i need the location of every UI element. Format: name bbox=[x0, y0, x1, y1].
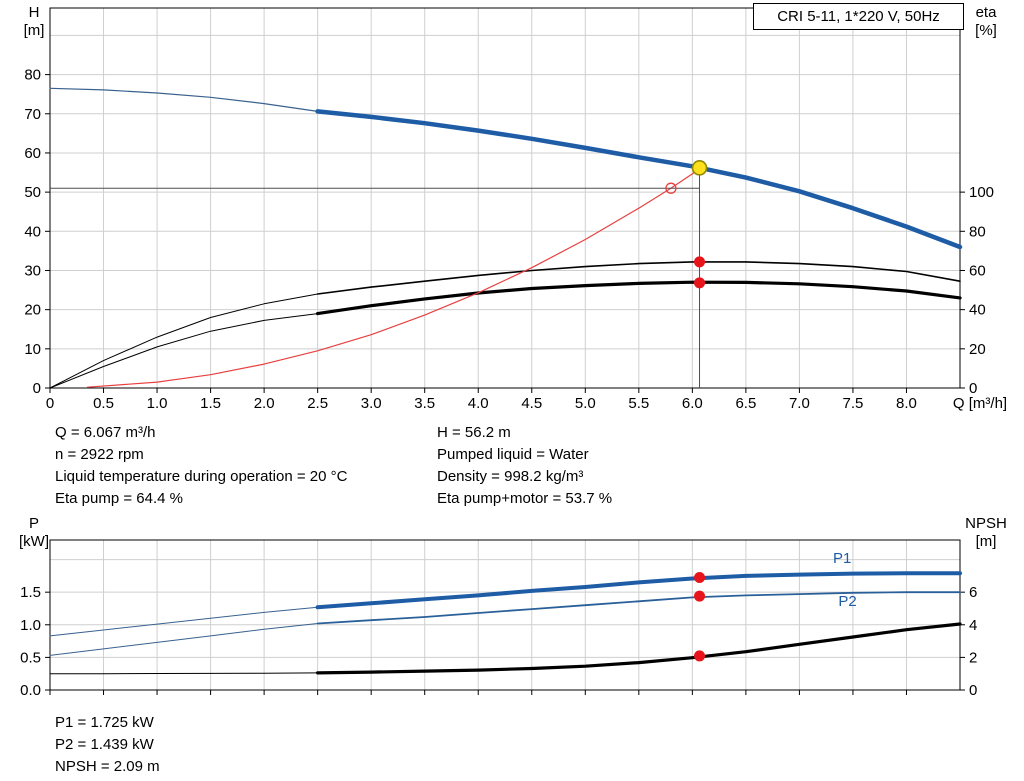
right-axis-title: NPSH bbox=[965, 515, 1007, 532]
eta-pump-motor-curve-extension bbox=[49, 313, 319, 389]
flow-readout: Q = 6.067 m³/h bbox=[55, 424, 156, 441]
axis-tick-label: 30 bbox=[24, 262, 41, 279]
p2-curve-extension bbox=[49, 623, 319, 656]
density-readout: Density = 998.2 kg/m³ bbox=[437, 468, 584, 485]
axis-tick-label: 70 bbox=[24, 106, 41, 123]
duty-point-requested bbox=[665, 182, 677, 194]
left-axis-title: [m] bbox=[24, 22, 45, 39]
hq-curve bbox=[315, 109, 963, 250]
axis-tick-label: 0 bbox=[33, 380, 41, 397]
axis-tick-label: 0.5 bbox=[20, 649, 41, 666]
pump-title: CRI 5-11, 1*220 V, 50Hz bbox=[777, 8, 940, 25]
p2-curve bbox=[316, 591, 961, 625]
p1-curve bbox=[315, 571, 962, 610]
axis-tick-label: 2.0 bbox=[254, 395, 275, 412]
axis-tick-label: 0 bbox=[46, 395, 54, 412]
eta-pump-motor-duty-dot bbox=[694, 277, 706, 289]
duty-point-actual bbox=[691, 160, 708, 176]
pump-title-box: CRI 5-11, 1*220 V, 50Hz bbox=[753, 3, 964, 30]
duty-info-right-column: H = 56.2 m Pumped liquid = Water Density… bbox=[437, 422, 612, 510]
axis-tick-label: 4.5 bbox=[521, 395, 542, 412]
plot-border bbox=[49, 539, 961, 691]
left-axis-title: P bbox=[29, 515, 39, 532]
pumped-liquid-readout: Pumped liquid = Water bbox=[437, 446, 589, 463]
x-axis-title: Q [m³/h] bbox=[953, 395, 1007, 412]
speed-readout: n = 2922 rpm bbox=[55, 446, 144, 463]
axis-tick-label: 5.5 bbox=[628, 395, 649, 412]
axis-tick-label: 3.0 bbox=[361, 395, 382, 412]
hq-eta-chart: 0 10 20 30 40 50 60 70 80 0 20 40 60 80 100 0 0.5 1.0 1.5 2… bbox=[24, 4, 1008, 412]
axis-tick-label: 5.0 bbox=[575, 395, 596, 412]
eta-pump-motor-curve bbox=[316, 280, 962, 316]
axis-tick-label: 6 bbox=[969, 584, 977, 601]
axis-tick-label: 60 bbox=[969, 262, 986, 279]
power-info: P1 = 1.725 kW P2 = 1.439 kW NPSH = 2.09 … bbox=[0, 712, 1024, 778]
p2-readout: P2 = 1.439 kW bbox=[55, 736, 154, 753]
axis-tick-label: 4 bbox=[969, 617, 977, 634]
duty-info-left-column: Q = 6.067 m³/h n = 2922 rpm Liquid tempe… bbox=[55, 422, 437, 510]
p1-curve-extension bbox=[49, 606, 319, 637]
p2-duty-dot bbox=[694, 590, 706, 602]
axis-tick-label: 50 bbox=[24, 184, 41, 201]
eta-pump-duty-dot bbox=[694, 256, 706, 268]
liquid-temperature-readout: Liquid temperature during operation = 20… bbox=[55, 468, 348, 485]
duty-info: Q = 6.067 m³/h n = 2922 rpm Liquid tempe… bbox=[0, 422, 1024, 510]
axis-tick-label: 40 bbox=[969, 302, 986, 319]
right-axis-title: [m] bbox=[976, 533, 997, 550]
eta-pump-readout: Eta pump = 64.4 % bbox=[55, 490, 183, 507]
axis-tick-label: 2.5 bbox=[307, 395, 328, 412]
axis-tick-label: 4.0 bbox=[468, 395, 489, 412]
left-axis-title: [kW] bbox=[19, 533, 49, 550]
hq-chart-section: 0 10 20 30 40 50 60 70 80 0 20 40 60 80 100 0 0.5 1.0 1.5 2… bbox=[24, 3, 1008, 412]
axis-tick-label: 40 bbox=[24, 223, 41, 240]
right-axis-title: [%] bbox=[975, 22, 997, 39]
npsh-curve-extension bbox=[49, 672, 319, 675]
axis-tick-label: 10 bbox=[24, 341, 41, 358]
p2-curve-label: P2 bbox=[838, 593, 856, 610]
p1-curve-label: P1 bbox=[833, 550, 851, 567]
right-axis-title: eta bbox=[976, 4, 998, 21]
axis-tick-label: 1.5 bbox=[200, 395, 221, 412]
axis-tick-label: 1.5 bbox=[20, 584, 41, 601]
power-npsh-chart: 0.0 0.5 1.0 1.5 0 2 4 6 P[kW] NPSH[m] P1 P2 bbox=[19, 515, 1007, 699]
axis-tick-label: 20 bbox=[24, 302, 41, 319]
axis-tick-label: 60 bbox=[24, 145, 41, 162]
axis-tick-label: 1.0 bbox=[20, 617, 41, 634]
axis-tick-label: 0.5 bbox=[93, 395, 114, 412]
npsh-duty-dot bbox=[694, 650, 706, 662]
plot-border bbox=[49, 7, 961, 389]
axis-tick-label: 80 bbox=[24, 67, 41, 84]
axis-tick-label: 8.0 bbox=[896, 395, 917, 412]
npsh-readout: NPSH = 2.09 m bbox=[55, 758, 160, 775]
axis-tick-label: 6.5 bbox=[735, 395, 756, 412]
head-readout: H = 56.2 m bbox=[437, 424, 511, 441]
axis-tick-label: 0.0 bbox=[20, 682, 41, 699]
left-axis-title: H bbox=[29, 4, 40, 21]
eta-pump-curve-extension bbox=[49, 293, 319, 389]
axis-tick-label: 2 bbox=[969, 649, 977, 666]
axis-tick-label: 0 bbox=[969, 682, 977, 699]
hq-curve-extension bbox=[49, 87, 319, 113]
axis-tick-label: 100 bbox=[969, 184, 994, 201]
system-curve bbox=[86, 168, 701, 388]
eta-pump-curve bbox=[316, 261, 961, 295]
p1-duty-dot bbox=[694, 572, 706, 583]
axis-tick-label: 7.5 bbox=[843, 395, 864, 412]
npsh-curve bbox=[316, 622, 962, 675]
axis-tick-label: 1.0 bbox=[147, 395, 168, 412]
axis-tick-label: 6.0 bbox=[682, 395, 703, 412]
axis-tick-label: 3.5 bbox=[414, 395, 435, 412]
axis-tick-label: 80 bbox=[969, 223, 986, 240]
axis-tick-label: 20 bbox=[969, 341, 986, 358]
eta-pump-motor-readout: Eta pump+motor = 53.7 % bbox=[437, 490, 613, 507]
axis-tick-label: 0 bbox=[969, 380, 977, 397]
p1-readout: P1 = 1.725 kW bbox=[55, 714, 154, 731]
axis-tick-label: 7.0 bbox=[789, 395, 810, 412]
